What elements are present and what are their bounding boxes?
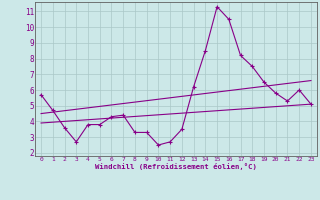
X-axis label: Windchill (Refroidissement éolien,°C): Windchill (Refroidissement éolien,°C): [95, 163, 257, 170]
